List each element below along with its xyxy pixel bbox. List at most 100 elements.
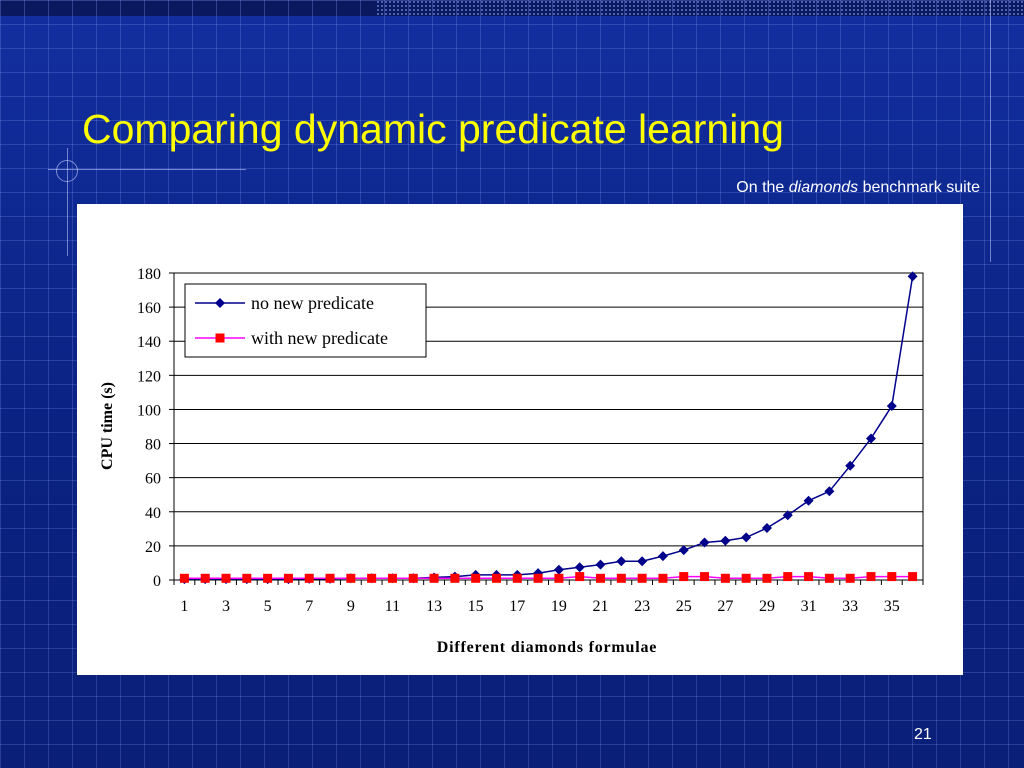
data-point [887,572,897,582]
data-point [824,573,834,583]
x-tick-label: 33 [842,598,858,615]
data-point [845,460,856,471]
subtitle-emphasis: diamonds [788,179,859,196]
chart-panel: 0 20 40 60 80 100 120 140 160 180 1 3 5 7 9 11 13 15 17 19 2… [77,204,963,675]
x-tick-label: 1 [180,598,188,615]
data-point [554,573,564,583]
x-tick-label: 23 [634,598,650,615]
y-tick-label: 140 [137,334,161,351]
data-point [304,573,314,583]
data-point [761,522,772,533]
data-point [471,573,481,583]
x-tick-label: 35 [884,598,900,615]
data-point [720,535,731,546]
data-point [387,573,397,583]
slide-subtitle: On the diamonds benchmark suite [736,179,980,197]
page-number: 21 [914,726,932,743]
data-point [325,573,335,583]
data-point [179,573,189,583]
x-tick-label: 25 [676,598,692,615]
data-point [637,573,647,583]
x-tick-label: 13 [426,598,442,615]
x-tick-label: 9 [347,598,355,615]
data-point [283,573,293,583]
decorative-horizontal-line [48,169,246,170]
gridlines [174,306,923,547]
data-point [367,573,377,583]
x-tick-label: 31 [801,598,817,615]
data-point [346,573,356,583]
decorative-right-vertical-line [990,0,991,262]
data-point [657,551,668,562]
data-point [221,573,231,583]
y-tick-label: 160 [137,300,161,317]
decorative-circle [56,160,78,182]
x-tick-label: 5 [264,598,272,615]
data-point [242,573,252,583]
data-point [865,433,876,444]
data-point [575,572,585,582]
data-point [699,537,710,548]
data-point [803,495,814,506]
y-tick-label: 60 [145,471,161,488]
data-point [886,401,897,412]
data-point [741,532,752,543]
data-point [512,573,522,583]
data-point [824,486,835,497]
x-axis-label: Different diamonds formulae [437,639,657,656]
data-point [907,271,918,282]
data-point [783,572,793,582]
legend-box [184,283,427,358]
data-point [450,573,460,583]
data-point [533,573,543,583]
x-tick-label: 21 [593,598,609,615]
x-tick-label: 15 [468,598,484,615]
slide-title: Comparing dynamic predicate learning [82,106,784,152]
legend-marker-series-1 [215,298,225,308]
data-point [804,572,814,582]
data-point [491,573,501,583]
x-tick-label: 29 [759,598,775,615]
x-tick-label: 27 [717,598,733,615]
y-tick-label: 120 [137,368,161,385]
data-point [637,556,648,567]
data-point [908,572,918,582]
data-point [200,573,210,583]
x-tick-label: 11 [385,598,400,615]
data-point [553,564,564,575]
decorative-vertical-line [67,148,68,256]
x-tick-label: 3 [222,598,230,615]
legend-label-series-1: no new predicate [251,293,374,313]
data-point [678,545,689,556]
subtitle-suffix: benchmark suite [858,179,980,196]
data-point [700,572,710,582]
y-tick-label: 80 [145,437,161,454]
data-point [782,510,793,521]
data-point [845,573,855,583]
data-point [595,559,606,570]
series-2 [179,572,918,583]
data-point [762,573,772,583]
x-tick-label: 19 [551,598,567,615]
x-tick-label: 7 [305,598,313,615]
data-point [616,556,627,567]
data-series [179,271,918,585]
data-point [263,573,273,583]
y-tick-label: 20 [145,539,161,556]
x-tick-label: 17 [509,598,525,615]
chart-legend: no new predicate with new predicate [184,283,427,358]
data-point [679,572,689,582]
y-axis-label: CPU time (s) [99,382,116,470]
data-point [741,573,751,583]
top-dotted-pattern [376,0,1024,16]
data-point [720,573,730,583]
data-point [408,573,418,583]
y-tick-label: 180 [137,266,161,283]
data-point [616,573,626,583]
data-point [596,573,606,583]
y-tick-label: 0 [153,573,161,590]
legend-label-series-2: with new predicate [251,328,388,348]
subtitle-prefix: On the [736,179,789,196]
